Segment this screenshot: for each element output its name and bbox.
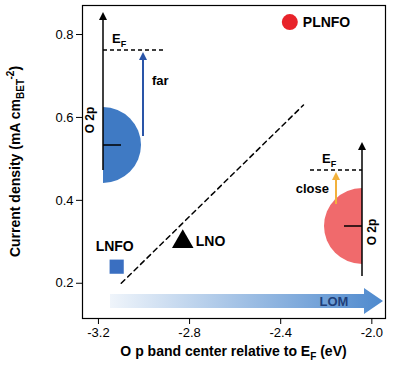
svg-text:-2.0: -2.0 — [361, 325, 383, 340]
svg-text:O p band center relative to EF: O p band center relative to EF (eV) — [120, 343, 346, 362]
svg-text:far: far — [152, 73, 169, 88]
svg-text:EF: EF — [112, 31, 127, 49]
svg-text:0.8: 0.8 — [55, 27, 73, 42]
svg-text:O 2p: O 2p — [83, 107, 97, 134]
svg-text:LNO: LNO — [196, 233, 226, 249]
svg-text:PLNFO: PLNFO — [303, 14, 351, 30]
svg-text:-2.8: -2.8 — [178, 325, 200, 340]
svg-text:O 2p: O 2p — [365, 219, 379, 246]
svg-text:-2.4: -2.4 — [269, 325, 291, 340]
svg-text:LNFO: LNFO — [96, 238, 134, 254]
svg-text:0.6: 0.6 — [55, 110, 73, 125]
svg-text:close: close — [296, 181, 329, 196]
svg-text:-3.2: -3.2 — [87, 325, 109, 340]
svg-text:LOM: LOM — [320, 294, 349, 309]
svg-text:0.2: 0.2 — [55, 275, 73, 290]
svg-text:Current density (mA cmBET-2): Current density (mA cmBET-2) — [5, 66, 26, 257]
svg-text:EF: EF — [322, 151, 337, 169]
svg-text:0.4: 0.4 — [55, 193, 73, 208]
